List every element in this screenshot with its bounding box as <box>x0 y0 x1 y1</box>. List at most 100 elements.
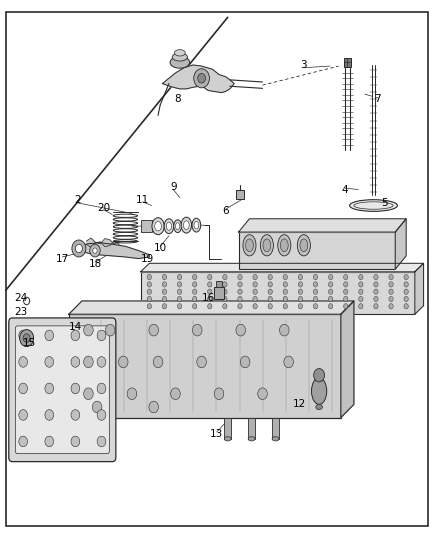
Polygon shape <box>239 219 406 232</box>
Ellipse shape <box>280 239 288 252</box>
Circle shape <box>147 289 152 294</box>
Circle shape <box>313 304 318 309</box>
Circle shape <box>240 356 250 368</box>
Circle shape <box>19 410 28 420</box>
Circle shape <box>208 304 212 309</box>
Circle shape <box>147 282 152 287</box>
Circle shape <box>177 289 182 294</box>
Circle shape <box>283 289 287 294</box>
Ellipse shape <box>174 50 185 56</box>
Polygon shape <box>69 301 354 314</box>
Circle shape <box>404 274 408 280</box>
Circle shape <box>45 410 53 420</box>
Ellipse shape <box>164 219 174 233</box>
Circle shape <box>194 69 209 88</box>
Ellipse shape <box>246 239 253 252</box>
Circle shape <box>359 289 363 294</box>
Circle shape <box>283 274 287 280</box>
Bar <box>236 190 244 199</box>
Circle shape <box>253 289 257 294</box>
Circle shape <box>162 274 166 280</box>
Circle shape <box>313 296 318 302</box>
Circle shape <box>162 289 166 294</box>
Circle shape <box>359 304 363 309</box>
Circle shape <box>283 282 287 287</box>
Circle shape <box>162 296 166 302</box>
Circle shape <box>258 388 267 400</box>
Text: 5: 5 <box>381 198 388 208</box>
Ellipse shape <box>263 239 271 252</box>
Ellipse shape <box>172 53 187 61</box>
Text: 14: 14 <box>69 322 82 333</box>
FancyBboxPatch shape <box>9 318 116 462</box>
Circle shape <box>193 296 197 302</box>
Circle shape <box>71 357 80 367</box>
Circle shape <box>19 330 28 341</box>
Circle shape <box>97 436 106 447</box>
Circle shape <box>193 282 197 287</box>
Circle shape <box>268 296 272 302</box>
Circle shape <box>253 296 257 302</box>
Text: 17: 17 <box>56 254 69 263</box>
Circle shape <box>223 296 227 302</box>
Circle shape <box>389 274 393 280</box>
Ellipse shape <box>272 437 279 441</box>
Circle shape <box>389 296 393 302</box>
Circle shape <box>404 304 408 309</box>
Circle shape <box>253 274 257 280</box>
Circle shape <box>19 383 28 394</box>
Ellipse shape <box>278 235 291 256</box>
Polygon shape <box>395 219 406 269</box>
Text: 24: 24 <box>14 293 28 303</box>
Circle shape <box>404 296 408 302</box>
Text: 18: 18 <box>88 259 102 269</box>
Circle shape <box>374 274 378 280</box>
Circle shape <box>298 304 303 309</box>
Circle shape <box>359 282 363 287</box>
Circle shape <box>149 324 159 336</box>
Ellipse shape <box>181 217 191 233</box>
Ellipse shape <box>350 200 397 212</box>
Circle shape <box>177 296 182 302</box>
Circle shape <box>20 329 34 346</box>
Circle shape <box>343 304 348 309</box>
Text: 2: 2 <box>74 195 81 205</box>
Circle shape <box>283 296 287 302</box>
Circle shape <box>223 274 227 280</box>
Ellipse shape <box>170 56 190 68</box>
Text: 19: 19 <box>141 254 154 263</box>
Circle shape <box>223 282 227 287</box>
Circle shape <box>389 304 393 309</box>
Ellipse shape <box>176 223 180 230</box>
Bar <box>224 418 231 439</box>
Polygon shape <box>141 263 424 272</box>
Circle shape <box>374 289 378 294</box>
Circle shape <box>223 304 227 309</box>
Circle shape <box>328 289 333 294</box>
Ellipse shape <box>174 220 182 232</box>
Circle shape <box>193 289 197 294</box>
Circle shape <box>127 388 137 400</box>
Circle shape <box>84 324 93 336</box>
Bar <box>344 58 351 67</box>
Circle shape <box>177 282 182 287</box>
Text: 6: 6 <box>222 206 229 216</box>
Circle shape <box>298 289 303 294</box>
Circle shape <box>313 289 318 294</box>
Circle shape <box>359 274 363 280</box>
Circle shape <box>374 304 378 309</box>
Ellipse shape <box>224 437 231 441</box>
Text: 12: 12 <box>293 399 306 409</box>
Circle shape <box>253 304 257 309</box>
Circle shape <box>198 74 205 83</box>
Circle shape <box>374 282 378 287</box>
Text: 10: 10 <box>154 243 167 253</box>
Circle shape <box>84 388 93 400</box>
Circle shape <box>45 330 53 341</box>
Ellipse shape <box>300 239 308 252</box>
Circle shape <box>106 324 115 336</box>
Circle shape <box>23 334 30 342</box>
Circle shape <box>71 330 80 341</box>
Ellipse shape <box>152 217 164 235</box>
Circle shape <box>71 410 80 420</box>
